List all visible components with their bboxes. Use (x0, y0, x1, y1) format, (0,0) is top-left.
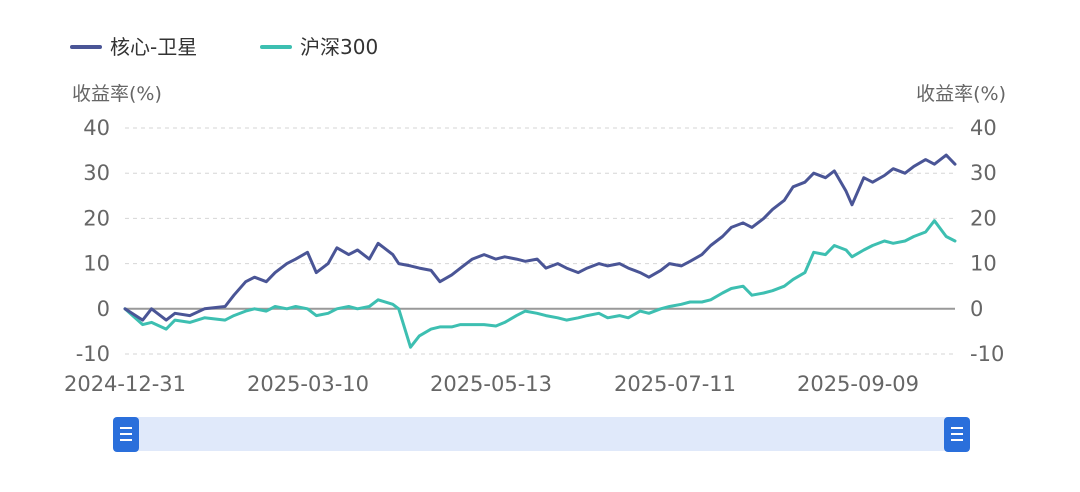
slider-track[interactable] (118, 417, 962, 451)
y-tick-label-right: 20 (970, 206, 997, 230)
x-tick-label: 2024-12-31 (64, 372, 186, 396)
y-tick-label-left: 10 (83, 252, 110, 276)
y-tick-label-right: 0 (970, 297, 983, 321)
y-tick-label-left: 0 (97, 297, 110, 321)
gridlines (125, 127, 955, 355)
y-tick-label-left: 20 (83, 206, 110, 230)
y-tick-label-right: 30 (970, 161, 997, 185)
legend: 核心-卫星 沪深300 (70, 35, 378, 59)
legend-label: 沪深300 (300, 35, 378, 59)
x-tick-label: 2025-09-09 (797, 372, 919, 396)
y-tick-label-left: 30 (83, 161, 110, 185)
x-tick-label: 2025-05-13 (430, 372, 552, 396)
y-tick-label-right: 40 (970, 116, 997, 140)
legend-label: 核心-卫星 (110, 35, 197, 59)
drag-handle-icon (951, 427, 963, 441)
y-tick-label-right: 10 (970, 252, 997, 276)
y-tick-labels: 40 40 30 30 20 20 10 10 0 0 -10 -10 (76, 116, 1005, 366)
y-tick-label-left: 40 (83, 116, 110, 140)
legend-item-core-satellite[interactable]: 核心-卫星 (70, 35, 197, 59)
series-line (123, 219, 957, 349)
range-slider[interactable] (113, 417, 970, 452)
slider-handle-right[interactable] (944, 417, 970, 452)
series-lines (123, 153, 957, 349)
left-axis-title: 收益率(%) (72, 83, 162, 105)
x-tick-label: 2025-07-11 (614, 372, 736, 396)
drag-handle-icon (120, 427, 132, 441)
right-axis-title: 收益率(%) (916, 83, 1006, 105)
slider-handle-left[interactable] (113, 417, 139, 452)
series-line (123, 153, 957, 322)
x-tick-labels: 2024-12-31 2025-03-10 2025-05-13 2025-07-11… (64, 372, 919, 396)
x-tick-label: 2025-03-10 (247, 372, 369, 396)
y-tick-label-right: -10 (970, 342, 1004, 366)
y-tick-label-left: -10 (76, 342, 110, 366)
legend-item-hs300[interactable]: 沪深300 (260, 35, 378, 59)
